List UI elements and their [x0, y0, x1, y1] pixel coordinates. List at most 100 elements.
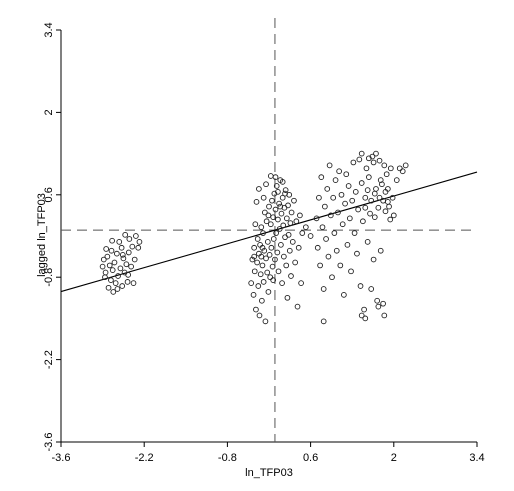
data-point — [390, 212, 397, 219]
data-point — [122, 231, 129, 238]
data-point — [267, 173, 274, 179]
data-point — [251, 268, 258, 275]
data-point — [267, 221, 274, 228]
data-point — [131, 256, 138, 263]
data-point — [258, 253, 265, 260]
data-point — [260, 230, 266, 236]
data-point — [333, 247, 340, 254]
data-point — [100, 256, 107, 263]
data-point — [251, 253, 257, 260]
data-points — [99, 150, 409, 325]
data-point — [281, 253, 287, 260]
data-point — [380, 300, 386, 307]
data-point — [295, 244, 302, 251]
data-point — [283, 262, 290, 269]
data-point — [114, 250, 120, 257]
data-point — [361, 306, 367, 313]
data-point — [317, 262, 323, 269]
data-point — [370, 256, 377, 263]
data-point — [363, 165, 370, 172]
data-point — [263, 218, 270, 225]
data-point — [343, 171, 350, 178]
y-tick-label: 2 — [43, 109, 55, 115]
data-point — [368, 286, 375, 292]
data-point — [269, 197, 275, 204]
data-point — [307, 233, 314, 239]
data-point — [253, 199, 260, 205]
data-point — [264, 269, 271, 276]
data-point — [280, 222, 287, 229]
data-point — [341, 292, 347, 298]
data-point — [283, 215, 290, 222]
data-point — [256, 186, 262, 192]
data-point — [314, 244, 321, 251]
data-point — [358, 312, 365, 319]
y-tick-label: 0.6 — [43, 187, 55, 202]
data-point — [276, 200, 282, 207]
data-point — [358, 150, 365, 157]
data-point — [330, 194, 337, 201]
data-point — [275, 268, 282, 275]
data-point — [253, 306, 259, 313]
data-point — [265, 212, 272, 219]
data-point — [273, 183, 280, 189]
data-point — [291, 197, 297, 204]
data-point — [373, 150, 379, 157]
data-point — [256, 312, 263, 319]
data-point — [110, 289, 117, 295]
data-point — [269, 263, 276, 270]
data-point — [362, 194, 369, 201]
data-point — [118, 244, 125, 251]
data-point — [125, 249, 132, 256]
data-point — [299, 230, 306, 236]
data-point — [275, 216, 281, 223]
data-point — [342, 200, 348, 207]
data-point — [99, 263, 106, 270]
data-point — [272, 256, 278, 263]
data-point — [399, 168, 406, 175]
data-point — [382, 208, 389, 215]
data-point — [278, 241, 284, 248]
data-point — [111, 259, 118, 266]
data-point — [293, 218, 300, 225]
data-point — [389, 194, 396, 201]
data-point — [288, 273, 294, 279]
data-point — [260, 194, 267, 201]
data-point — [336, 168, 342, 175]
data-point — [332, 177, 339, 183]
x-tick-label: -2.2 — [135, 452, 154, 464]
data-point — [339, 221, 346, 228]
data-point — [136, 239, 143, 245]
data-point — [263, 255, 269, 262]
data-point — [112, 280, 119, 286]
data-point — [358, 180, 365, 186]
x-tick-label: -3.6 — [52, 452, 71, 464]
data-point — [402, 162, 409, 169]
data-point — [129, 243, 136, 250]
data-point — [360, 218, 366, 225]
data-point — [374, 297, 381, 304]
data-point — [370, 159, 377, 166]
data-point — [386, 203, 392, 210]
data-point — [320, 318, 327, 325]
data-point — [114, 286, 121, 292]
data-point — [254, 259, 260, 266]
data-point — [279, 280, 285, 286]
data-point — [377, 247, 384, 254]
data-point — [349, 197, 356, 204]
y-tick-label: -0.8 — [43, 268, 55, 287]
data-point — [126, 236, 133, 242]
y-axis-label: lagged ln_TFP03 — [36, 193, 48, 277]
data-point — [277, 203, 284, 210]
data-point — [125, 271, 132, 278]
data-point — [135, 244, 142, 251]
data-point — [270, 236, 277, 242]
data-point — [322, 203, 328, 210]
data-point — [294, 303, 301, 310]
data-point — [254, 236, 261, 242]
data-point — [326, 162, 333, 169]
data-point — [352, 189, 359, 195]
data-point — [362, 204, 369, 211]
data-point — [263, 181, 269, 188]
data-point — [133, 233, 139, 239]
